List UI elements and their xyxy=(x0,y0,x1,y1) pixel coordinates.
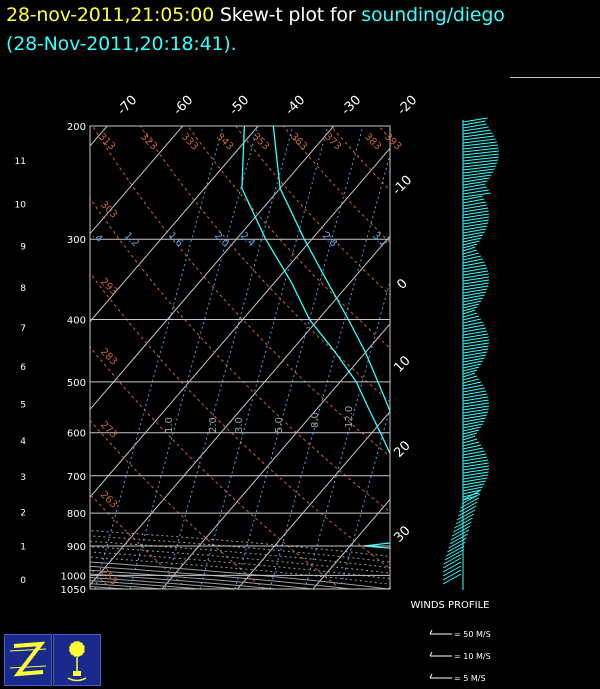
mixing-ratio-label: 1.6 xyxy=(166,230,185,249)
isotherm--60 xyxy=(0,126,258,589)
dry-adiabat-label: 333 xyxy=(179,131,200,152)
temp-label-right: 0 xyxy=(394,276,410,292)
temp-label-top: -60 xyxy=(171,93,197,119)
dry-adiabat-label: 353 xyxy=(250,131,271,152)
dry-adiabat xyxy=(140,126,600,589)
dry-adiabat xyxy=(0,126,35,589)
isotherm-0 xyxy=(313,126,600,589)
dry-adiabat xyxy=(569,126,600,589)
height-label-1: 1 xyxy=(20,543,26,553)
isotherm-30 xyxy=(540,126,600,589)
dry-adiabat xyxy=(93,126,571,589)
dry-adiabat-label: 263 xyxy=(98,489,119,510)
pressure-label-600: 600 xyxy=(67,429,86,440)
dry-adiabat-label: 293 xyxy=(98,276,119,297)
dry-adiabat-label: 303 xyxy=(98,199,119,220)
temp-label-top: -70 xyxy=(115,93,141,119)
height-label-4: 4 xyxy=(20,437,26,447)
dry-adiabat xyxy=(0,126,417,589)
mixing-ratio-line xyxy=(200,126,328,589)
temp-label-top: -20 xyxy=(395,93,421,119)
pressure-label-1000: 1000 xyxy=(61,571,86,582)
dry-adiabat xyxy=(379,126,600,589)
pressure-label-400: 400 xyxy=(67,316,86,327)
dry-adiabat xyxy=(522,126,600,589)
mixing-ratio-line xyxy=(305,126,433,589)
moist-adiabat xyxy=(0,126,276,589)
isotherm--10 xyxy=(238,126,600,589)
moist-adiabat xyxy=(0,126,427,589)
mixing-ratio-line xyxy=(270,126,398,589)
dry-adiabat-label: 343 xyxy=(214,131,235,152)
temp-label-right: -10 xyxy=(390,173,416,199)
mixing-ratio-line xyxy=(130,126,258,589)
pressure-label-500: 500 xyxy=(67,378,86,389)
temp-label-right: 10 xyxy=(391,353,413,375)
mixing-ratio-label: .4 xyxy=(90,230,105,245)
height-label-7: 7 xyxy=(20,324,26,334)
pressure-label-700: 700 xyxy=(67,472,86,483)
dry-adiabat-label: 283 xyxy=(98,346,119,367)
temp-label-right: 30 xyxy=(391,523,413,545)
height-label-6: 6 xyxy=(20,363,26,373)
temp-label-top: -30 xyxy=(339,93,365,119)
pressure-label-1050: 1050 xyxy=(61,585,86,596)
pressure-label-900: 900 xyxy=(67,542,86,553)
isotherm--80 xyxy=(0,126,107,589)
dry-adiabat xyxy=(474,126,600,589)
dry-adiabat xyxy=(283,126,600,589)
mixing-ratio-line xyxy=(235,126,363,589)
pressure-label-200: 200 xyxy=(67,122,86,133)
dry-adiabat xyxy=(331,126,600,589)
mixing-ratio-label: 2.4 xyxy=(238,230,257,249)
height-label-9: 9 xyxy=(20,243,26,253)
height-label-0: 0 xyxy=(20,576,26,586)
dry-adiabat-label: 313 xyxy=(96,131,117,152)
dry-adiabat-label: 393 xyxy=(382,131,403,152)
height-label-2: 2 xyxy=(20,508,26,518)
isotherm--70 xyxy=(0,126,183,589)
height-label-5: 5 xyxy=(20,400,26,410)
dry-adiabat-label: 323 xyxy=(138,131,159,152)
pressure-label-800: 800 xyxy=(67,509,86,520)
pressure-label-300: 300 xyxy=(67,235,86,246)
isotherm--20 xyxy=(162,126,560,589)
mixing-ratio-label: 2.0 xyxy=(212,230,231,249)
height-label-8: 8 xyxy=(20,284,26,294)
moist-adiabat xyxy=(0,126,201,589)
dry-adiabat-label: 383 xyxy=(362,131,383,152)
height-label-10: 10 xyxy=(15,201,27,211)
dry-adiabat xyxy=(0,126,264,589)
moist-adiabat xyxy=(0,126,238,589)
dry-adiabat xyxy=(236,126,600,589)
temp-label-top: -50 xyxy=(227,93,253,119)
dry-adiabat xyxy=(426,126,600,589)
height-label-3: 3 xyxy=(20,473,26,483)
isotherm--30 xyxy=(87,126,485,589)
dry-adiabat xyxy=(0,126,111,589)
isotherm-20 xyxy=(464,126,600,589)
temperature-profile xyxy=(273,126,453,575)
dry-adiabat xyxy=(0,126,341,589)
dry-adiabat-label: 373 xyxy=(322,131,343,152)
dry-adiabat xyxy=(0,126,188,589)
height-label-11: 11 xyxy=(15,157,26,167)
dry-adiabat-label: 273 xyxy=(98,419,119,440)
temp-label-right: 20 xyxy=(391,438,413,460)
dry-adiabat xyxy=(188,126,600,589)
moist-adiabat xyxy=(0,126,313,589)
isotherm--90 xyxy=(0,126,32,589)
temp-label-top: -40 xyxy=(283,93,309,119)
isotherm-10 xyxy=(389,126,600,589)
